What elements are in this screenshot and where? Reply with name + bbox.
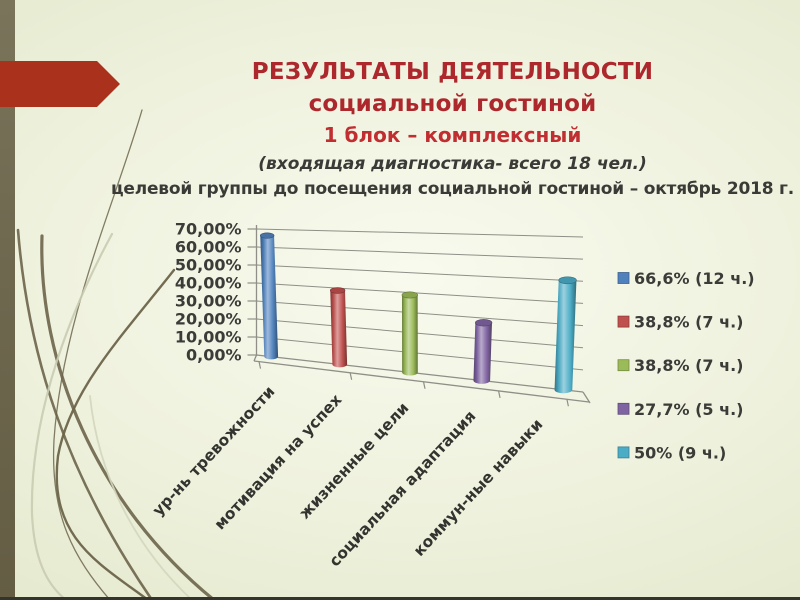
title-line-3: 1 блок – комплексный: [323, 123, 582, 147]
y-axis-label: 20,00%: [175, 310, 242, 329]
category-tick: [497, 390, 501, 399]
y-axis-label: 50,00%: [175, 256, 242, 275]
legend-item: 38,8% (7 ч.): [617, 313, 743, 332]
legend-label: 50% (9 ч.): [634, 443, 726, 462]
bar-cylinder-body: [330, 290, 348, 368]
legend-swatch: [617, 402, 630, 415]
category-tick: [566, 399, 569, 407]
gridline: [256, 282, 584, 304]
bar-cylinder: [329, 287, 348, 368]
grass-curve: [55, 268, 176, 600]
legend-swatch: [617, 359, 630, 372]
category-label: мотивация на успех: [211, 391, 346, 534]
legend-label: 66,6% (12 ч.): [634, 269, 755, 288]
gridline: [256, 264, 584, 282]
category-tick: [422, 381, 426, 389]
title-line-2: социальной гостиной: [308, 91, 597, 117]
y-axis-label: 30,00%: [175, 292, 242, 311]
legend-item: 66,6% (12 ч.): [617, 269, 755, 288]
legend-label: 27,7% (5 ч.): [634, 400, 743, 419]
bar-cylinder-top: [475, 319, 493, 327]
bar-cylinder-body: [260, 235, 279, 360]
bar-cylinder: [554, 276, 577, 394]
category-axis-line: [253, 360, 590, 403]
grass-curve: [40, 234, 216, 600]
y-axis-label: 40,00%: [175, 274, 242, 293]
category-label: ур-нь тревожности: [149, 383, 278, 520]
legend-item: 50% (9 ч.): [617, 443, 726, 462]
bar-cylinder-top: [401, 291, 418, 299]
gridline: [256, 300, 584, 327]
bar-cylinder-top: [259, 232, 275, 239]
floor-left-edge: [253, 354, 258, 362]
bar-cylinder-top: [558, 276, 577, 285]
y-axis-label: 0,00%: [186, 346, 242, 365]
bar-cylinder-top: [329, 287, 346, 294]
bar-cylinder: [259, 232, 279, 360]
category-tick: [258, 361, 262, 369]
slide-title-block: РЕЗУЛЬТАТЫ ДЕЯТЕЛЬНОСТИ социальной гости…: [105, 56, 800, 202]
legend-swatch: [617, 446, 630, 459]
grass-curve: [16, 228, 154, 600]
red-arrow-decoration: [0, 61, 120, 107]
left-edge-stripe: [0, 0, 15, 600]
bar-cylinder-body: [554, 280, 577, 394]
legend-label: 38,8% (7 ч.): [634, 356, 743, 375]
arrow-shape-icon: [0, 61, 120, 107]
y-axis-label: 10,00%: [175, 328, 242, 347]
legend-item: 38,8% (7 ч.): [617, 356, 743, 375]
title-line-1: РЕЗУЛЬТАТЫ ДЕЯТЕЛЬНОСТИ: [251, 59, 654, 85]
bottom-edge-line: [0, 597, 800, 600]
bar-cylinder-body: [473, 322, 492, 384]
gridline: [256, 318, 584, 349]
category-tick: [349, 372, 353, 380]
category-label: коммун-ные навыки: [410, 415, 546, 559]
bar-cylinder-body: [401, 294, 418, 376]
floor-back-edge: [256, 354, 584, 393]
legend-swatch: [617, 315, 630, 328]
title-line-5: целевой группы до посещения социальной г…: [110, 179, 794, 199]
gridline: [256, 246, 584, 260]
title-line-4: (входящая диагностика- всего 18 чел.): [258, 154, 647, 174]
y-axis-label: 60,00%: [175, 238, 242, 257]
category-label: социальная адаптация: [326, 407, 480, 570]
bar-cylinder: [473, 319, 493, 384]
bar-cylinder: [401, 291, 418, 376]
floor-corner-edge: [582, 391, 591, 404]
gridline: [256, 228, 584, 238]
legend-label: 38,8% (7 ч.): [634, 313, 743, 332]
grass-curve-light: [30, 232, 114, 600]
grass-curve: [52, 109, 143, 600]
grass-curve-light: [89, 395, 193, 600]
y-axis-label: 70,00%: [175, 220, 242, 239]
legend-item: 27,7% (5 ч.): [617, 400, 743, 419]
gridline: [256, 336, 584, 371]
legend-swatch: [617, 272, 630, 284]
